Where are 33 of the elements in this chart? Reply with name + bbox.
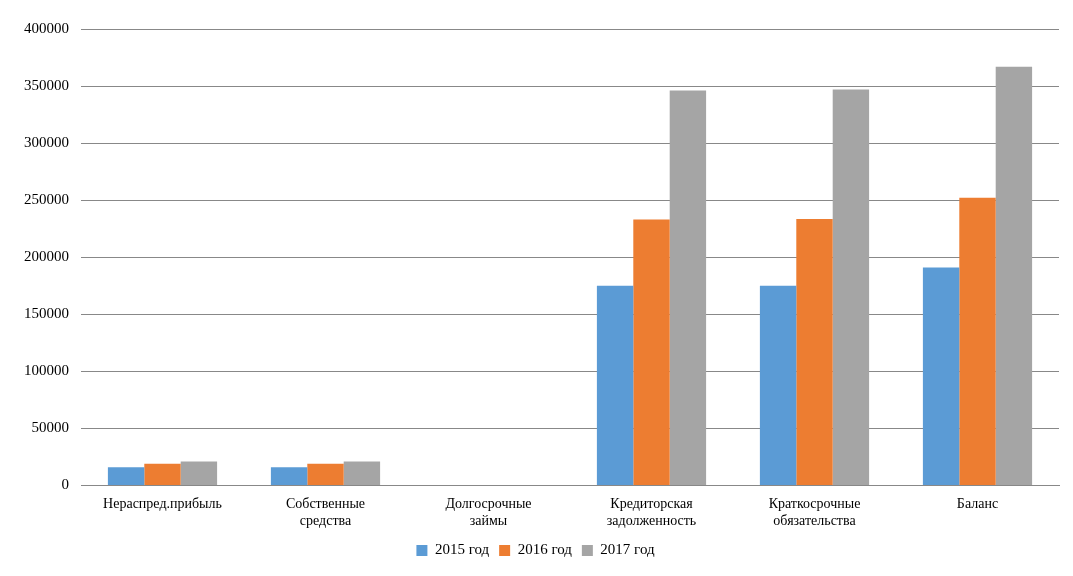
bar <box>759 285 797 485</box>
bar <box>832 89 870 485</box>
y-tick-label: 250000 <box>24 191 69 208</box>
bar <box>596 285 634 485</box>
legend-label: 2016 год <box>517 541 573 558</box>
y-tick-label: 200000 <box>24 248 69 265</box>
y-tick-label: 0 <box>61 476 69 493</box>
x-tick-label: Баланс <box>956 496 999 512</box>
bar <box>343 461 381 485</box>
bar <box>669 90 707 485</box>
y-tick-label: 300000 <box>24 134 69 151</box>
x-tick-label: Собственные средства <box>285 496 366 529</box>
x-tick-label: Краткосрочные обязательства <box>768 496 861 529</box>
bar <box>959 197 996 485</box>
legend-label: 2015 год <box>434 541 490 558</box>
bar <box>107 467 145 485</box>
y-tick-label: 100000 <box>24 362 69 379</box>
bar <box>144 463 181 485</box>
bar <box>270 467 308 485</box>
x-tick-label: Кредиторская задолженность <box>606 496 697 529</box>
x-tick-label: Нераспред.прибыль <box>103 496 222 512</box>
x-tick-label: Долгосрочные займы <box>445 496 532 529</box>
y-tick-label: 50000 <box>31 419 69 436</box>
bar <box>307 463 344 485</box>
y-tick-label: 350000 <box>24 76 69 93</box>
legend-label: 2017 год <box>600 541 655 558</box>
bar <box>633 219 670 485</box>
bar <box>796 218 833 485</box>
bar <box>180 461 218 485</box>
y-tick-label: 400000 <box>24 19 69 36</box>
bar <box>995 66 1033 485</box>
bar <box>922 267 960 485</box>
y-tick-label: 150000 <box>24 305 69 322</box>
